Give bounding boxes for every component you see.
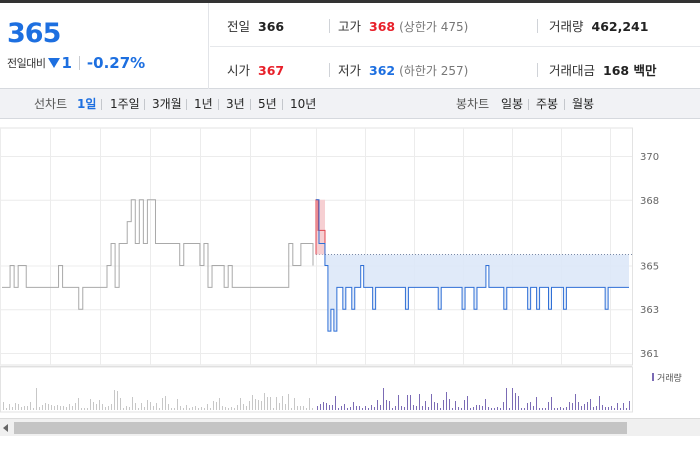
- down-arrow-icon: [48, 58, 61, 68]
- high-value: 368: [369, 19, 396, 34]
- period-1w[interactable]: 1주일: [110, 97, 140, 111]
- candle-monthly[interactable]: 월봉: [572, 97, 595, 111]
- period-divider: [564, 99, 565, 110]
- change-row: 전일대비 1 -0.27%: [7, 54, 145, 72]
- prev-close-label: 전일: [227, 19, 251, 34]
- stat-open: 시가 367: [227, 60, 284, 79]
- current-price-box: 365 전일대비 1 -0.27%: [0, 3, 209, 89]
- price-chart[interactable]: 370 368 365 363 361 거래량: [0, 120, 700, 418]
- chart-scrollbar[interactable]: [0, 418, 700, 436]
- y-tick-label: 361: [640, 349, 659, 360]
- stat-volume: 거래량 462,241: [549, 16, 648, 35]
- change-divider: [78, 56, 80, 70]
- amount-label: 거래대금: [549, 63, 596, 78]
- volume-area: [0, 366, 633, 413]
- period-5y[interactable]: 5년: [258, 97, 277, 111]
- volume-label: 거래량: [549, 19, 584, 34]
- line-chart-label: 선차트: [34, 97, 68, 111]
- period-divider: [528, 99, 529, 110]
- period-10y[interactable]: 10년: [290, 97, 317, 111]
- period-divider: [250, 99, 251, 110]
- stat-divider: [329, 19, 330, 33]
- stat-low: 저가 362 (하한가 257): [338, 60, 468, 79]
- period-divider: [282, 99, 283, 110]
- volume-legend-label: 거래량: [657, 372, 682, 384]
- price-chart-svg: 370 368 365 363 361 거래량: [0, 127, 682, 413]
- change-percent: -0.27%: [86, 54, 146, 72]
- change-value: 1: [61, 54, 72, 72]
- period-divider: [218, 99, 219, 110]
- change-label: 전일대비: [7, 57, 46, 70]
- low-value: 362: [369, 63, 396, 78]
- period-3m[interactable]: 3개월: [152, 97, 182, 111]
- period-divider: [144, 99, 145, 110]
- scrollbar-thumb[interactable]: [14, 422, 627, 434]
- y-tick-label: 363: [640, 305, 659, 316]
- current-price: 365: [7, 18, 61, 49]
- volume-value: 462,241: [591, 19, 649, 34]
- amount-value: 168 백만: [603, 63, 657, 78]
- period-1d[interactable]: 1일: [77, 97, 97, 111]
- candle-chart-label: 봉차트: [456, 97, 490, 111]
- below-open-fill: [316, 199, 629, 332]
- period-1y[interactable]: 1년: [194, 97, 213, 111]
- low-label: 저가: [338, 63, 362, 78]
- stat-amount: 거래대금 168 백만: [549, 60, 656, 79]
- summary-row-divider: [210, 46, 700, 47]
- stock-summary: 365 전일대비 1 -0.27% 전일 366 고가 368 (상한가 475…: [0, 3, 700, 89]
- stat-divider: [537, 19, 538, 33]
- upper-limit: (상한가 475): [399, 20, 469, 34]
- period-divider: [101, 99, 102, 110]
- candle-daily[interactable]: 일봉: [501, 97, 524, 111]
- high-label: 고가: [338, 19, 362, 34]
- y-tick-label: 365: [640, 261, 659, 272]
- lower-limit: (하한가 257): [399, 64, 469, 78]
- volume-legend-swatch: [652, 373, 654, 381]
- today-price-line: [316, 199, 629, 332]
- candle-weekly[interactable]: 주봉: [536, 97, 559, 111]
- y-tick-label: 368: [640, 196, 659, 207]
- period-selector-bar: 선차트 1일 1주일 3개월 1년 3년 5년 10년 봉차트 일봉 주봉 월봉: [0, 89, 700, 119]
- stat-divider: [329, 63, 330, 77]
- open-label: 시가: [227, 63, 251, 78]
- open-value: 367: [258, 63, 285, 78]
- y-tick-label: 370: [640, 152, 659, 163]
- prev-day-price-line: [2, 199, 314, 310]
- period-divider: [186, 99, 187, 110]
- above-open-fill: [316, 199, 325, 255]
- top-rule: [0, 0, 700, 3]
- period-3y[interactable]: 3년: [226, 97, 245, 111]
- scroll-left-arrow-icon[interactable]: [3, 424, 8, 432]
- stat-prev-close: 전일 366: [227, 16, 284, 35]
- stat-divider: [537, 63, 538, 77]
- stat-high: 고가 368 (상한가 475): [338, 16, 468, 35]
- prev-close-value: 366: [258, 19, 285, 34]
